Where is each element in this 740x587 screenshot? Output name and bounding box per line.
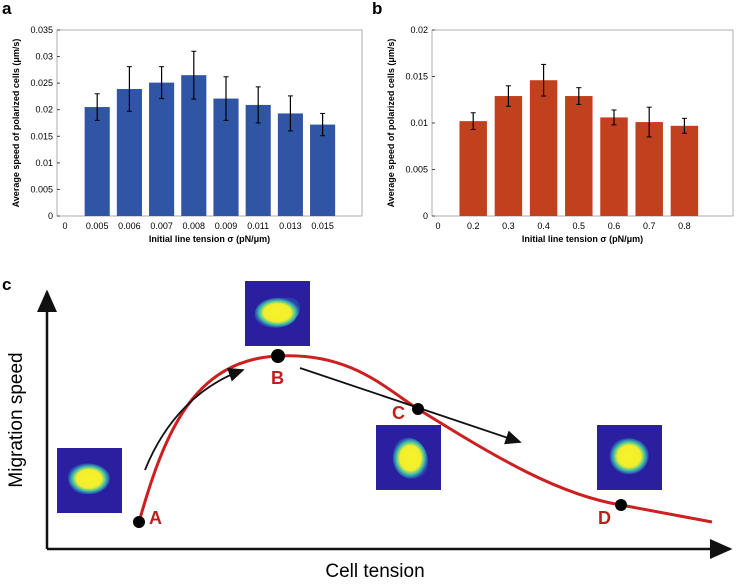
cell-image: [597, 425, 662, 490]
y-tick-label: 0.02: [410, 25, 428, 35]
y-tick-label: 0.01: [35, 158, 53, 168]
point-label: D: [598, 508, 611, 528]
x-axis-label: Cell tension: [325, 561, 424, 582]
x-tick-label: 0.6: [608, 221, 621, 231]
x-tick-label: 0.5: [573, 221, 586, 231]
bar: [600, 117, 628, 216]
point: [615, 499, 627, 511]
y-axis-label: Average speed of polarized cells (μm/s): [11, 39, 21, 208]
bar: [635, 122, 663, 216]
y-axis-label: Migration speed: [6, 352, 27, 487]
y-tick-label: 0.005: [30, 184, 53, 194]
x-tick-label: 0.007: [150, 221, 173, 231]
y-tick-label: 0: [48, 211, 53, 221]
arrow: [299, 367, 522, 445]
point: [133, 516, 145, 528]
diagram: Migration speed Cell tension A B C D: [6, 281, 733, 582]
y-tick-label: 0.03: [35, 52, 53, 62]
y-tick-label: 0.025: [30, 78, 53, 88]
point-label: B: [271, 368, 284, 388]
x-tick-label: 0.2: [467, 221, 480, 231]
bar: [459, 121, 487, 216]
x-tick-label: 0.008: [183, 221, 206, 231]
point-label: A: [149, 508, 162, 528]
x-axis-label: Initial line tension σ (pN/μm): [522, 234, 643, 244]
x-tick-label: 0.7: [643, 221, 656, 231]
panel-label: a: [2, 0, 12, 18]
y-tick-label: 0.035: [30, 25, 53, 35]
x-tick-label: 0: [62, 221, 67, 231]
arrow: [144, 367, 245, 471]
x-tick-label: 0: [435, 221, 440, 231]
x-tick-label: 0.013: [279, 221, 302, 231]
cell-image: [376, 425, 441, 490]
y-tick-label: 0.01: [410, 118, 428, 128]
plot-area: [56, 29, 363, 217]
bar: [149, 82, 175, 217]
point-label: C: [392, 403, 405, 423]
y-tick-label: 0.02: [35, 105, 53, 115]
bar: [494, 96, 523, 216]
panel-label: b: [372, 0, 382, 18]
y-tick-label: 0.015: [405, 72, 428, 82]
point: [412, 403, 424, 415]
y-tick-label: 0.015: [30, 131, 53, 141]
bar: [84, 107, 110, 216]
y-axis-label: Average speed of polarized cells (μm/s): [386, 39, 396, 208]
point: [271, 349, 285, 363]
bar: [565, 96, 593, 216]
bar: [529, 80, 558, 216]
x-tick-label: 0.4: [537, 221, 550, 231]
y-tick-label: 0.005: [405, 165, 428, 175]
x-tick-label: 0.3: [502, 221, 515, 231]
y-tick-label: 0: [423, 211, 428, 221]
cell-image: [57, 448, 122, 513]
x-tick-label: 0.015: [311, 221, 334, 231]
x-tick-label: 0.006: [118, 221, 141, 231]
panel-label: c: [2, 275, 11, 294]
cell-image: [245, 281, 310, 346]
bar: [310, 124, 336, 216]
x-tick-label: 0.005: [86, 221, 109, 231]
x-tick-label: 0.8: [678, 221, 691, 231]
x-tick-label: 0.009: [215, 221, 238, 231]
x-axis-label: Initial line tension σ (pN/μm): [149, 234, 270, 244]
bar: [670, 125, 699, 216]
x-tick-label: 0.011: [247, 221, 269, 231]
